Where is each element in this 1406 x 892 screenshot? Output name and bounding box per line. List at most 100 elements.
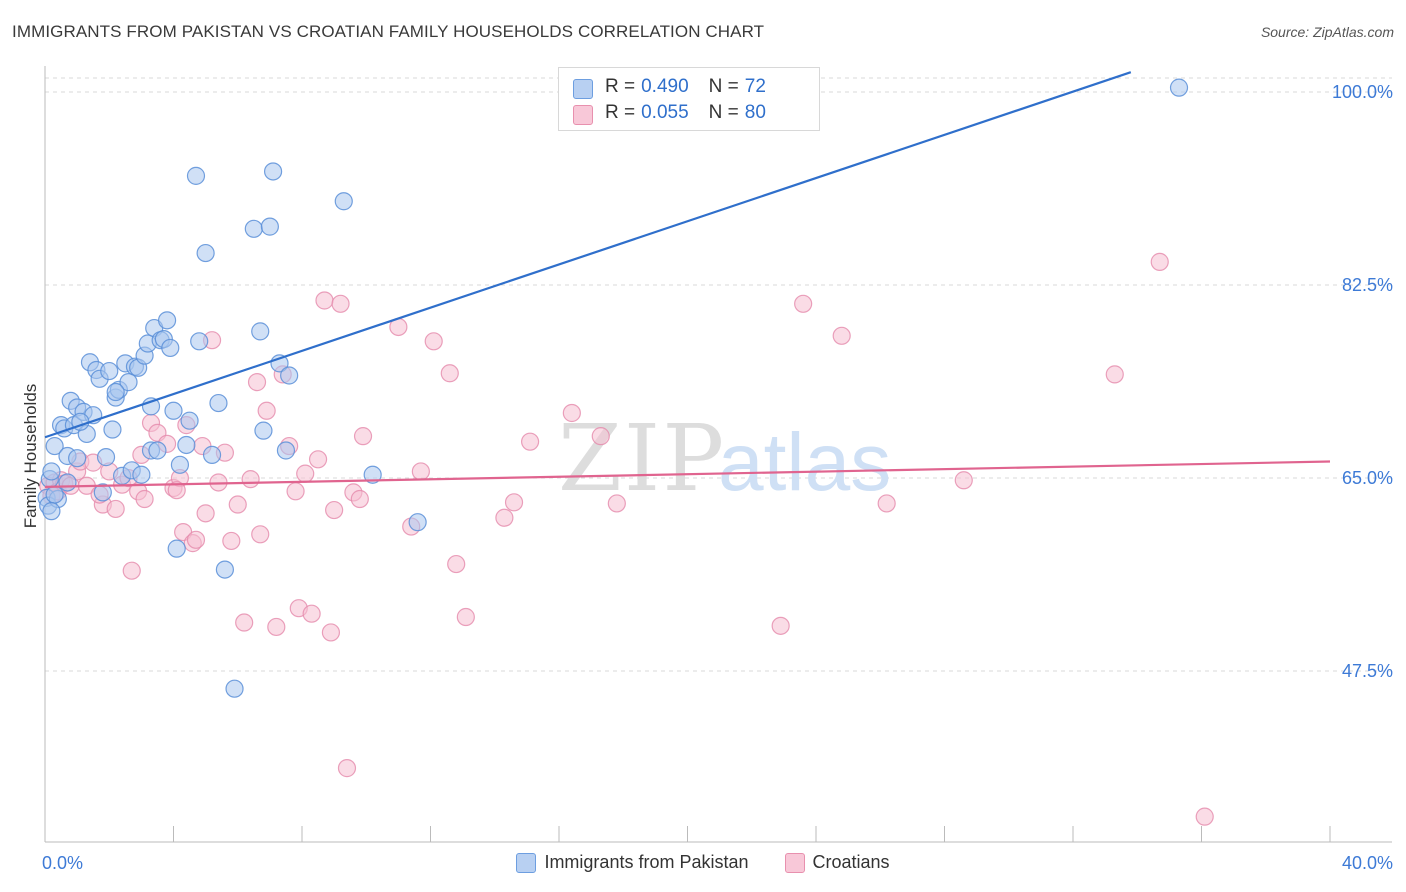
- trend-lines: [44, 71, 1331, 488]
- croatians-point: [877, 494, 896, 513]
- croatians-point: [286, 482, 305, 501]
- legend-item-pakistan[interactable]: Immigrants from Pakistan: [516, 852, 749, 873]
- watermark-zip: ZIP: [558, 405, 726, 512]
- pakistan-trend-line: [44, 71, 1132, 439]
- pakistan-point: [251, 322, 270, 341]
- pakistan-point: [42, 462, 61, 481]
- grid-lines: [45, 77, 1392, 672]
- stats-r-label: R =: [605, 76, 636, 97]
- croatians-point: [411, 462, 430, 481]
- croatians-point: [296, 464, 315, 483]
- croatians-point: [954, 471, 973, 490]
- stats-n-value: 72: [744, 76, 766, 97]
- croatians-point: [325, 500, 344, 520]
- y-tick-label: 65.0%: [1342, 468, 1393, 488]
- croatians-point: [222, 531, 241, 551]
- croatians-point: [1105, 365, 1124, 384]
- croatians-point: [196, 504, 215, 523]
- croatians-point: [832, 326, 851, 345]
- pakistan-point: [244, 219, 263, 238]
- pakistan-point: [196, 243, 215, 263]
- croatians-point: [447, 554, 466, 574]
- pakistan-point: [68, 449, 87, 468]
- pakistan-point: [132, 465, 151, 484]
- croatians-point: [337, 759, 357, 778]
- pakistan-point: [96, 448, 116, 467]
- legend-label-pakistan: Immigrants from Pakistan: [544, 852, 749, 872]
- croatians-point: [504, 493, 524, 512]
- pakistan-point: [363, 465, 382, 484]
- y-tick-label: 82.5%: [1342, 275, 1393, 295]
- stats-n-label: N =: [708, 102, 739, 123]
- pakistan-point: [186, 166, 206, 185]
- croatians-point: [771, 616, 790, 635]
- croatians-point: [251, 525, 270, 544]
- croatians-point: [321, 623, 341, 642]
- pakistan-point: [45, 436, 64, 456]
- croatians-trend-line: [44, 460, 1331, 488]
- legend: Immigrants from Pakistan Croatians: [0, 852, 1406, 873]
- croatians-point: [794, 294, 813, 313]
- pakistan-point: [164, 401, 183, 420]
- croatians-point: [562, 403, 581, 423]
- pakistan-point: [58, 473, 77, 492]
- croatians-point: [440, 364, 459, 383]
- pakistan-points: [37, 77, 1189, 698]
- croatians-point: [591, 427, 610, 446]
- croatians-point: [247, 373, 267, 392]
- stats-r-value: 0.490: [641, 76, 689, 97]
- croatians-point: [495, 508, 514, 527]
- croatians-point: [315, 291, 334, 310]
- pakistan-point: [42, 502, 61, 521]
- pakistan-point: [148, 441, 167, 460]
- y-tick-label: 100.0%: [1332, 82, 1393, 102]
- pakistan-point: [103, 420, 122, 439]
- croatians-point: [520, 432, 540, 451]
- pakistan-point: [93, 483, 112, 502]
- pakistan-point: [254, 421, 273, 440]
- x-tick-label: 40.0%: [1342, 853, 1393, 873]
- x-tick-labels: 0.0% 40.0%: [42, 853, 1393, 873]
- pakistan-point: [100, 361, 119, 381]
- croatians-point: [228, 495, 247, 514]
- croatians-point: [257, 401, 276, 420]
- stats-row-croatians: R = 0.055 N = 80: [573, 102, 766, 125]
- pakistan-point: [215, 560, 234, 579]
- stats-row-pakistan: R = 0.490 N = 72: [573, 76, 766, 99]
- pakistan-point: [161, 338, 180, 358]
- pakistan-point: [260, 217, 279, 236]
- correlation-stats-box: R = 0.490 N = 72 R = 0.055 N = 80: [558, 67, 820, 131]
- pakistan-point: [334, 192, 353, 211]
- croatians-point: [241, 470, 260, 489]
- pakistan-point: [106, 382, 125, 402]
- pakistan-point: [157, 311, 177, 330]
- stats-n-label: N =: [708, 76, 739, 97]
- pakistan-point: [170, 455, 190, 474]
- stats-r-label: R =: [605, 102, 636, 123]
- pakistan-point: [202, 445, 222, 464]
- croatians-point: [607, 494, 626, 513]
- pakistan-point: [276, 441, 296, 460]
- croatians-point: [331, 294, 350, 313]
- pakistan-point: [225, 679, 244, 698]
- croatians-point: [106, 499, 125, 519]
- croatians-point: [167, 481, 186, 500]
- pakistan-point: [190, 332, 209, 351]
- legend-swatch-blue: [516, 852, 537, 873]
- watermark-atlas: atlas: [718, 417, 891, 508]
- pakistan-point: [167, 539, 186, 558]
- croatians-point: [267, 617, 286, 637]
- legend-item-croatians[interactable]: Croatians: [784, 852, 890, 873]
- croatians-point: [122, 561, 141, 580]
- pakistan-point: [177, 435, 196, 455]
- y-tick-labels: 47.5% 65.0% 82.5% 100.0%: [1332, 82, 1393, 681]
- pakistan-point: [263, 162, 283, 181]
- x-tick-label: 0.0%: [42, 853, 83, 873]
- croatians-point: [235, 613, 254, 632]
- stats-swatch-pink: [573, 105, 593, 125]
- axes: [44, 66, 1392, 843]
- stats-n-value: 80: [744, 102, 766, 123]
- watermark: ZIP atlas: [558, 405, 891, 512]
- croatians-point: [350, 489, 369, 509]
